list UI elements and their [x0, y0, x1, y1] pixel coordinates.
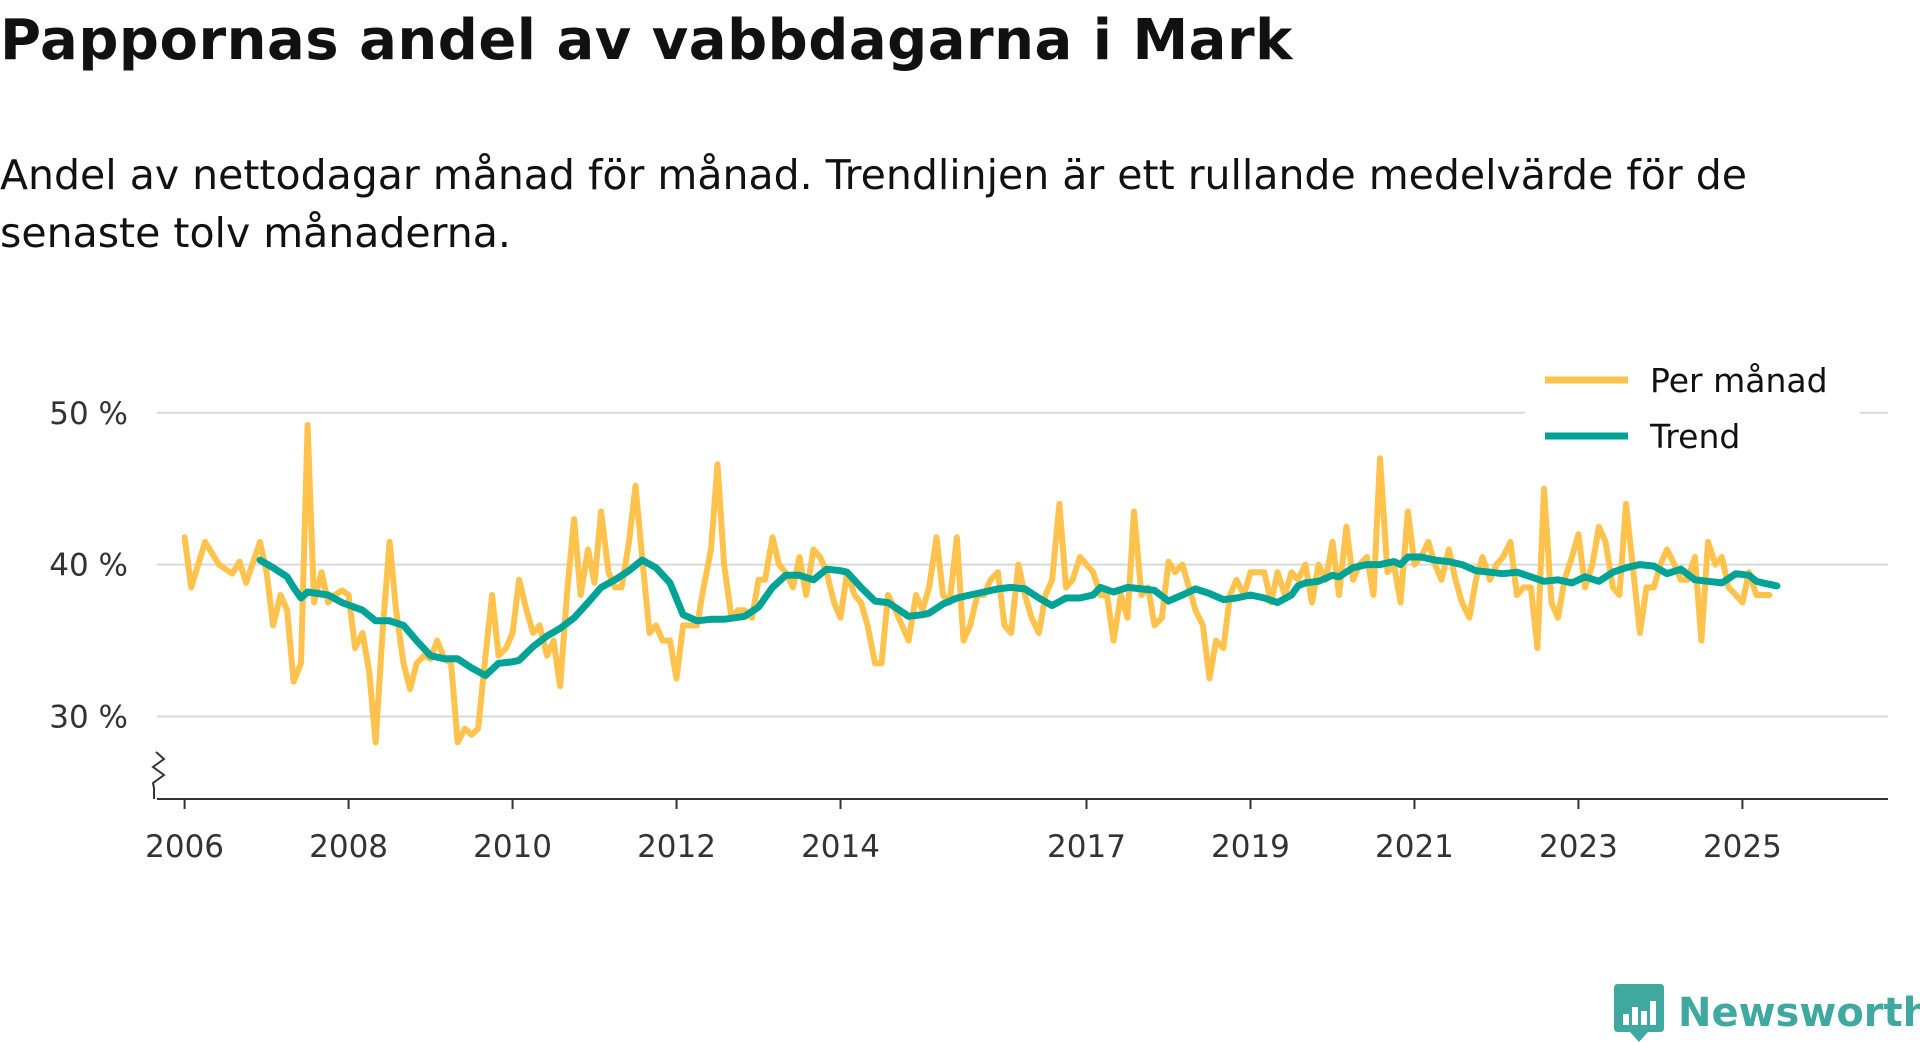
legend-box — [1525, 355, 1860, 465]
legend-label: Trend — [1649, 417, 1740, 456]
newsworthy-logo-icon — [1614, 984, 1664, 1042]
legend: Per månad Trend — [1525, 355, 1860, 465]
y-tick-label: 40 % — [49, 548, 128, 584]
x-tick-label: 2021 — [1375, 829, 1454, 865]
series-line-per-manad — [181, 421, 1773, 746]
x-tick-label: 2010 — [473, 829, 552, 865]
chart-subtitle: Andel av nettodagar månad för månad. Tre… — [0, 151, 1747, 257]
series-line-trend — [256, 553, 1781, 679]
x-axis: 2006 2008 2010 2012 2014 2017 2019 2021 2023 2025 — [145, 751, 1888, 865]
axis-break-icon — [151, 751, 166, 799]
legend-label: Per månad — [1650, 361, 1828, 400]
x-tick-label: 2017 — [1047, 829, 1126, 865]
x-tick-label: 2014 — [801, 829, 880, 865]
x-tick-label: 2023 — [1539, 829, 1618, 865]
y-tick-label: 50 % — [49, 396, 128, 432]
x-tick-label: 2008 — [309, 829, 388, 865]
x-tick-label: 2025 — [1703, 829, 1782, 865]
y-tick-label: 30 % — [49, 699, 128, 735]
newsworthy-logo-text: Newsworthy — [1678, 990, 1920, 1036]
x-tick-label: 2012 — [637, 829, 716, 865]
y-axis-labels: 30 % 40 % 50 % — [49, 396, 128, 736]
x-tick-label: 2019 — [1211, 829, 1290, 865]
x-tick-label: 2006 — [145, 829, 224, 865]
chart-title: Pappornas andel av vabbdagarna i Mark — [0, 8, 1293, 73]
newsworthy-logo: Newsworthy — [1614, 984, 1920, 1042]
series-lines — [181, 421, 1781, 746]
